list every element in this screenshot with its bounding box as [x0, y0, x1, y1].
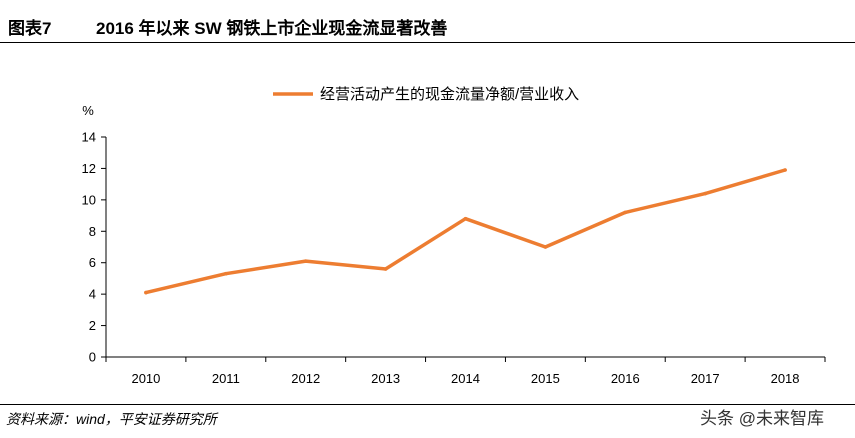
x-tick-label: 2015 — [531, 371, 560, 386]
y-tick-label: 6 — [89, 255, 96, 270]
data-point — [224, 271, 228, 276]
y-tick-label: 12 — [82, 161, 96, 176]
data-point — [783, 168, 787, 172]
x-tick-label: 2010 — [131, 371, 160, 386]
x-tick-label: 2017 — [691, 371, 720, 386]
data-point — [623, 210, 628, 215]
y-axis-label: % — [82, 103, 94, 118]
x-tick-label: 2014 — [451, 371, 480, 386]
y-tick-label: 10 — [82, 192, 96, 207]
x-tick-label: 2016 — [611, 371, 640, 386]
y-tick-label: 14 — [82, 130, 96, 145]
data-point — [144, 290, 148, 295]
x-tick-label: 2018 — [771, 371, 800, 386]
y-tick-label: 0 — [89, 350, 96, 365]
footer-rule — [0, 404, 855, 405]
header-rule — [0, 42, 855, 43]
watermark: 头条 @未来智库 — [700, 409, 824, 428]
y-tick-label: 4 — [89, 287, 96, 302]
line-chart: 经营活动产生的现金流量净额/营业收入% 0 2 4 6 8 10 12 14 2010 2011 20… — [82, 86, 826, 386]
x-tick-label: 2012 — [291, 371, 320, 386]
figure-header: 图表7 2016 年以来 SW 钢铁上市企业现金流显著改善 — [0, 0, 855, 42]
x-tick-label: 2011 — [212, 371, 240, 386]
x-tick-label: 2013 — [371, 371, 400, 386]
figure-number: 图表7 — [8, 19, 52, 38]
data-point — [703, 191, 707, 196]
data-point — [543, 245, 548, 249]
data-point — [383, 267, 388, 271]
legend-label: 经营活动产生的现金流量净额/营业收入 — [320, 86, 579, 103]
data-point — [303, 259, 308, 263]
y-tick-label: 8 — [89, 224, 96, 239]
y-tick-label: 2 — [89, 318, 96, 333]
series-line — [144, 168, 787, 295]
data-point — [463, 216, 468, 221]
source-note: 资料来源：wind，平安证券研究所 — [6, 411, 217, 427]
figure-title: 2016 年以来 SW 钢铁上市企业现金流显著改善 — [96, 19, 448, 38]
